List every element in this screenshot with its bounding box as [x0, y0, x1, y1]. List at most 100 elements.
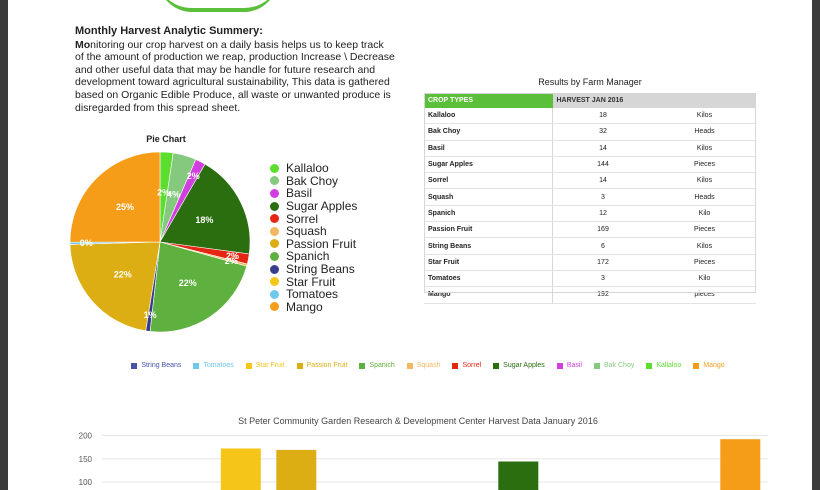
legend-square-icon [131, 362, 138, 369]
crop-cell: String Beans [424, 237, 553, 255]
intro-body: nitoring our crop harvest on a daily bas… [75, 38, 395, 114]
table-row: Passion Fruit 169 Pieces [424, 221, 756, 239]
pie-legend-item: Star Fruit [270, 274, 357, 289]
legend-dot-icon [270, 214, 279, 224]
table-row: Spanich 12 Kilo [424, 205, 756, 223]
bar-legend-item: Star Fruit [245, 362, 285, 369]
legend-square-icon [452, 362, 459, 369]
table-row: Basil 14 Kilos [424, 140, 756, 157]
pie-legend-item: Sugar Apples [270, 199, 358, 214]
legend-dot-icon [270, 277, 279, 287]
pie-legend-item: Squash [270, 224, 357, 238]
table-row: Kallaloo 18 Kilos [424, 108, 756, 125]
pie-label-kallaloo: 2% [157, 188, 170, 198]
pie-legend-item: Mango [270, 300, 357, 314]
crop-cell: Bak Choy [424, 123, 553, 141]
unit-cell: Pieces [653, 156, 756, 174]
pie-legend-label: Star Fruit [286, 274, 336, 289]
pie-chart-title: Pie Chart [146, 134, 186, 144]
bar-legend-item: Bak Choy [594, 362, 634, 369]
unit-cell: Kilos [653, 140, 756, 157]
crop-cell: Spanich [424, 205, 553, 223]
legend-dot-icon [270, 264, 279, 274]
crop-cell: Basil [424, 140, 553, 157]
bar-legend-item: Kallaloo [646, 362, 681, 369]
report-page: Monthly Harvest Analytic Summery: Monito… [8, 0, 812, 490]
bar-legend-item: Mango [693, 362, 725, 369]
intro-section: Monthly Harvest Analytic Summery: Monito… [75, 25, 395, 114]
bar-legend-item: String Beans [131, 362, 181, 369]
crop-cell: Squash [424, 188, 553, 206]
bar-legend-label: String Beans [141, 362, 182, 369]
legend-dot-icon [270, 188, 279, 198]
crop-cell: Tomatoes [424, 270, 553, 288]
pie-legend-label: Passion Fruit [286, 236, 357, 251]
bar-legend-item: Passion Fruit [296, 362, 348, 369]
unit-cell: Heads [653, 123, 756, 141]
quantity-cell: 192 [552, 286, 653, 304]
pie-label-sugar-apples: 18% [195, 215, 213, 225]
header-harvest: HARVEST JAN 2016 [552, 93, 756, 108]
bar-legend-label: Mango [703, 362, 725, 369]
bar-legend-item: Sorrel [452, 362, 481, 369]
crop-cell: Kallaloo [424, 108, 553, 125]
legend-dot-icon [270, 163, 279, 173]
pie-legend-item: Spanich [270, 249, 357, 264]
bar-legend-label: Sugar Apples [503, 362, 545, 369]
table-row: Tomatoes 3 Kilo [424, 270, 756, 288]
quantity-cell: 6 [552, 237, 653, 255]
legend-square-icon [556, 362, 563, 369]
y-tick-label: 100 [79, 478, 93, 487]
pie-legend-item: String Beans [270, 262, 357, 277]
unit-cell: Kilo [653, 205, 756, 223]
unit-cell: Pieces [653, 221, 756, 239]
pie-legend-label: String Beans [286, 262, 355, 277]
crop-cell: Mango [424, 286, 553, 304]
bar-legend-label: Star Fruit [255, 362, 285, 369]
bar-legend-label: Squash [416, 362, 441, 369]
table-row: Star Fruit 172 Pieces [424, 254, 756, 271]
pie-legend-label: Spanich [286, 249, 330, 264]
unit-cell: Kilos [653, 172, 756, 190]
pie-legend-label: Sugar Apples [286, 199, 358, 214]
legend-dot-icon [270, 289, 279, 299]
pie-slice-mango [69, 151, 161, 243]
legend-square-icon [693, 362, 700, 369]
bar-legend-item: Squash [406, 362, 441, 369]
bar-legend-label: Passion Fruit [306, 362, 348, 369]
bar-legend-label: Spanich [369, 362, 395, 369]
table-row: String Beans 6 Kilos [424, 237, 756, 255]
pie-label-tomatoes: 0% [80, 238, 93, 248]
pie-legend-item: Kallaloo [270, 161, 357, 175]
legend-square-icon [594, 362, 600, 369]
legend-square-icon [646, 362, 653, 369]
legend-square-icon [406, 362, 413, 369]
pie-legend-item: Sorrel [270, 212, 357, 226]
y-tick-label: 150 [79, 455, 93, 464]
crop-cell: Sorrel [424, 172, 553, 190]
bar-passion-fruit [276, 449, 317, 490]
legend-dot-icon [270, 201, 279, 211]
pie-legend-label: Bak Choy [286, 173, 339, 188]
legend-dot-icon [270, 251, 279, 261]
pie-label-string-beans: 1% [144, 310, 157, 320]
table-title: Results by Farm Manager [538, 77, 642, 87]
bar-legend-label: Basil [566, 362, 582, 369]
unit-cell: Kilos [653, 108, 756, 125]
intro-lead: Mo [75, 38, 91, 51]
legend-square-icon [493, 362, 500, 369]
pie-label-passion-fruit: 22% [114, 270, 132, 280]
pie-slice-passion-fruit [69, 241, 161, 332]
quantity-cell: 144 [552, 156, 653, 174]
quantity-cell: 3 [552, 270, 653, 288]
pie-slice-sugar-apples [159, 163, 251, 255]
pie-legend-label: Basil [286, 186, 313, 201]
legend-dot-icon [270, 226, 279, 236]
pie-label-bak-choy: 4% [167, 189, 180, 199]
bar-chart: 100 150 200 [79, 432, 768, 490]
harvest-table: CROP TYPES HARVEST JAN 2016 Kallaloo 18 Ki… [424, 93, 756, 304]
logo-arc [158, 0, 278, 12]
quantity-cell: 14 [552, 140, 653, 157]
unit-cell: Kilos [653, 237, 756, 255]
table-row: Mango 192 pieces [424, 286, 756, 304]
